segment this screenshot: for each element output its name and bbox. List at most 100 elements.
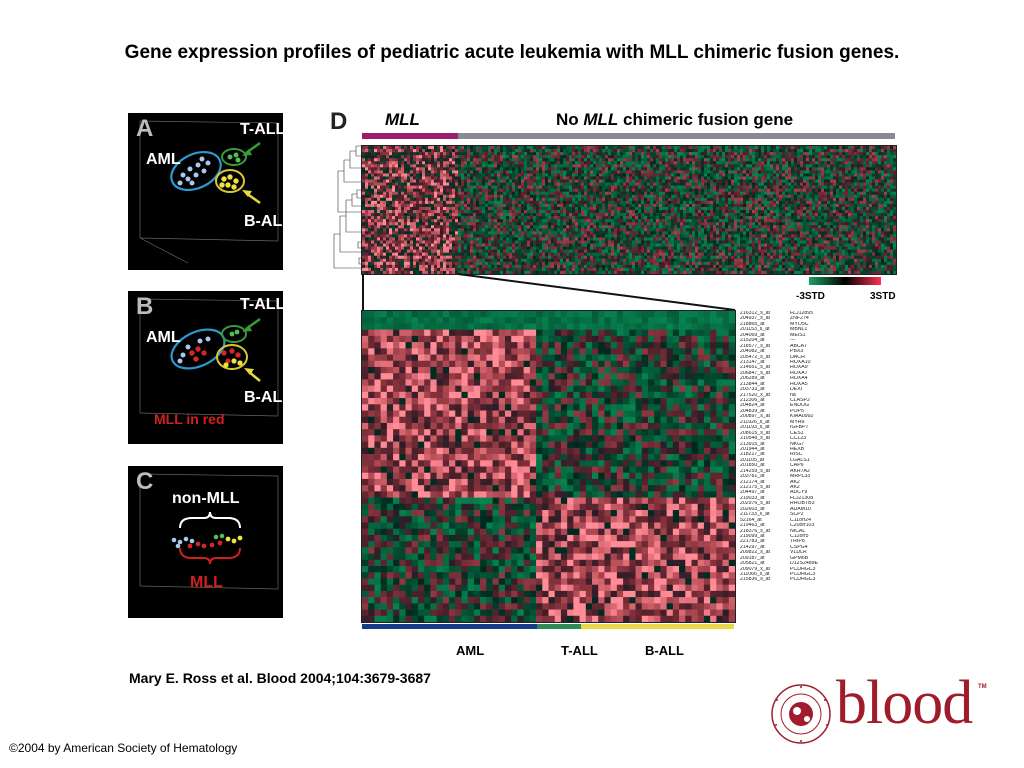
- gene-name: IGFBP7: [790, 425, 809, 431]
- panel-c-mll-label: MLL: [190, 574, 223, 591]
- panel-b-tall-label: T-ALL: [240, 296, 283, 313]
- panel-b-pca-plot: B T-ALL AML B-ALL MLL in red: [128, 291, 283, 444]
- probe-id: 204082_at: [740, 349, 765, 355]
- source-citation: Mary E. Ross et al. Blood 2004;104:3679-…: [129, 670, 431, 686]
- gene-name: CES1: [790, 430, 804, 436]
- gene-name: CSPG4: [790, 544, 808, 550]
- panel-b-mll-note: MLL in red: [154, 411, 225, 427]
- probe-id: 219099_at: [740, 533, 765, 539]
- panel-b-graphic: [139, 298, 279, 417]
- probe-id: 204497_at: [740, 490, 765, 496]
- panel-c-graphic: [139, 473, 279, 590]
- gene-name: HEXB: [790, 446, 805, 452]
- probe-id: 204069_at: [740, 332, 765, 338]
- aml-group-label: AML: [456, 643, 485, 658]
- probe-id: 208615_s_at: [740, 430, 771, 436]
- panel-b-aml-label: AML: [146, 329, 181, 346]
- panel-c-letter: C: [136, 468, 154, 495]
- panel-d-mll-header: MLL: [385, 110, 420, 129]
- gene-name: C20orf103: [790, 523, 815, 529]
- probe-id: 210548_s_at: [740, 436, 771, 442]
- gene-name: HOXA9: [790, 365, 808, 371]
- gene-name: CLASP2: [790, 398, 810, 403]
- gene-name: NICAL: [790, 528, 806, 534]
- scale-high-label: 3STD: [870, 291, 896, 302]
- probe-id: 213844_at: [740, 381, 765, 387]
- gene-name: POP5: [790, 408, 804, 414]
- panel-a-tall-label: T-ALL: [240, 121, 283, 138]
- probe-id: 217520_x_at: [740, 392, 771, 398]
- gene-name: FLJ12895: [790, 311, 814, 316]
- gene-name: HOXA5: [790, 381, 808, 387]
- gene-name: MRPL33: [790, 474, 811, 480]
- probe-id: 214651_s_at: [740, 365, 771, 371]
- gene-name: ADAM10: [790, 506, 811, 512]
- probe-id: 211066_x_at: [740, 572, 770, 577]
- probe-id-column: 216312_s_at 204937_s_at 218865_at 201153_s_…: [740, 311, 780, 583]
- probe-id: 218577_s_at: [740, 343, 771, 349]
- panel-d-letter: D: [330, 108, 348, 135]
- gene-name: GPM6B: [790, 555, 809, 561]
- panel-a-pca-plot: A T-ALL AML B-ALL: [128, 113, 283, 270]
- probe-id: 212175_s_at: [740, 485, 771, 490]
- gene-name: ABCA7: [790, 343, 808, 349]
- heatmap-detail-frame: [361, 310, 736, 623]
- gene-name: PBX3: [790, 349, 804, 355]
- gene-name: KIAA0992: [790, 414, 814, 420]
- gene-name: C11orf24: [790, 517, 811, 523]
- probe-id: 209079_x_at: [740, 566, 771, 572]
- gene-name-column: FLJ12895 ZNF274 MYO5C MBNL1 MEIS1 --- ABCA7 PBX…: [790, 311, 830, 583]
- heatmap-overview: [362, 146, 897, 275]
- probe-id: 218217_at: [740, 452, 765, 458]
- panel-a-graphic: [139, 120, 279, 264]
- gene-name: MYH9: [790, 419, 805, 425]
- gene-name: PCDHGC3: [790, 577, 816, 583]
- gene-name: SCP2: [790, 512, 804, 518]
- tall-group-label: T-ALL: [561, 643, 598, 658]
- probe-id: 216312_s_at: [740, 311, 771, 316]
- gene-name: C12orf5: [790, 533, 809, 539]
- panel-d-no-mll-header: No MLL chimeric fusion gene: [556, 110, 793, 130]
- aml-group-bar: [362, 624, 537, 629]
- gene-name: AKR7A2: [790, 468, 810, 474]
- probe-id: 204839_at: [740, 408, 765, 414]
- probe-id: 214259_s_at: [740, 468, 771, 474]
- gene-name: RHOBTB3: [790, 501, 815, 507]
- probe-id: 52164_at: [740, 517, 762, 523]
- gene-name: PCDHGC3: [790, 566, 816, 572]
- gene-name: DEXI: [790, 387, 803, 393]
- probe-id: 206289_at: [740, 376, 765, 382]
- probe-id: 218376_s_at: [740, 528, 771, 534]
- gene-name: CCL23: [790, 436, 807, 442]
- panel-c-non-mll-label: non-MLL: [172, 490, 240, 507]
- probe-id: 221783_at: [740, 539, 765, 545]
- probe-id: 201153_s_at: [740, 327, 770, 333]
- gene-name: MBNL1: [790, 327, 808, 333]
- probe-id: 202603_at: [740, 506, 765, 512]
- panel-c-pca-plot: C non-MLL MLL: [128, 466, 283, 618]
- gene-name: CAP6: [790, 463, 804, 469]
- probe-id: 215204_at: [740, 338, 765, 344]
- gene-name: MEIS1: [790, 332, 806, 338]
- probe-id: 215836_s_at: [740, 577, 771, 583]
- probe-id: 203733_at: [740, 387, 765, 393]
- probe-id: 201105_at: [740, 457, 765, 463]
- gene-name: D12S2489E: [790, 561, 818, 567]
- ball-group-bar: [581, 624, 734, 629]
- probe-id: 206847_s_at: [740, 370, 771, 376]
- no-mll-group-bar: [458, 133, 895, 139]
- probe-id: 219463_at: [740, 523, 765, 529]
- page-title: Gene expression profiles of pediatric ac…: [124, 42, 900, 63]
- gene-name: RISC: [790, 452, 803, 458]
- probe-id: 213147_at: [740, 359, 765, 365]
- probe-id: 213915_at: [740, 441, 765, 447]
- gene-name: AK2: [790, 485, 800, 490]
- probe-id: 202976_s_at: [740, 501, 771, 507]
- gene-name: HOXA7: [790, 370, 808, 376]
- gene-name: ADCY9: [790, 490, 808, 496]
- probe-id: 200897_s_at: [740, 414, 771, 420]
- probe-id: 219033_at: [740, 495, 765, 501]
- gene-name: HOXA4: [790, 376, 808, 382]
- scale-low-label: -3STD: [796, 291, 825, 302]
- gene-name: PCDHGC3: [790, 572, 816, 577]
